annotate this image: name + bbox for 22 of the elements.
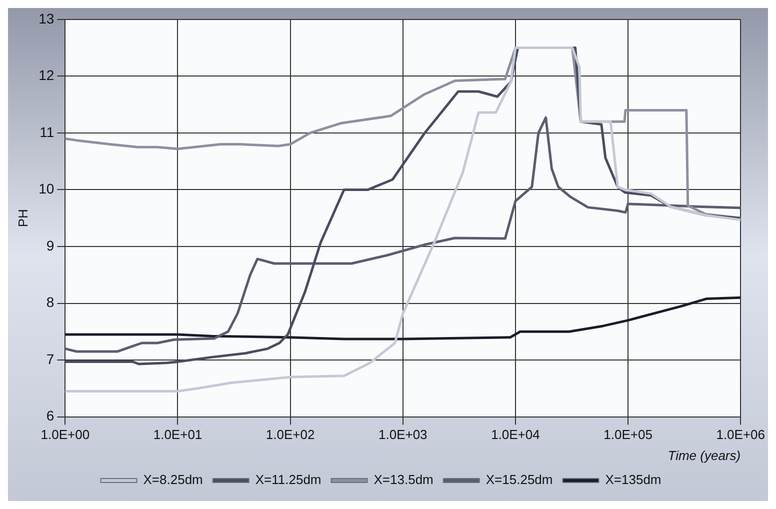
legend-label: X=13.5dm xyxy=(374,472,434,488)
x-tick-label: 1.0E+03 xyxy=(378,427,428,442)
legend-label: X=15.25dm xyxy=(486,472,553,488)
legend-label: X=11.25dm xyxy=(255,472,322,488)
y-axis-title: PH xyxy=(15,209,30,228)
y-tick-label: 13 xyxy=(38,10,54,26)
x-tick-label: 1.0E+02 xyxy=(266,427,315,442)
y-tick-label: 10 xyxy=(38,180,54,197)
x-tick-label: 1.0E+01 xyxy=(153,427,202,442)
y-tick-label: 6 xyxy=(46,408,54,424)
y-tick-label: 11 xyxy=(40,124,54,140)
x-axis-title: Time (years) xyxy=(668,448,741,463)
y-tick-label: 8 xyxy=(46,294,54,310)
x-tick-label: 1.0E+04 xyxy=(491,427,540,442)
y-tick-label: 12 xyxy=(38,67,54,84)
x-tick-label: 1.0E+05 xyxy=(604,427,652,442)
y-tick-label: 7 xyxy=(46,350,54,367)
legend-label: X=135dm xyxy=(605,472,662,488)
y-tick-label: 9 xyxy=(46,237,54,254)
legend-label: X=8.25dm xyxy=(143,472,203,488)
x-tick-label: 1.0E+06 xyxy=(716,427,765,442)
x-tick-label: 1.0E+00 xyxy=(40,427,90,442)
